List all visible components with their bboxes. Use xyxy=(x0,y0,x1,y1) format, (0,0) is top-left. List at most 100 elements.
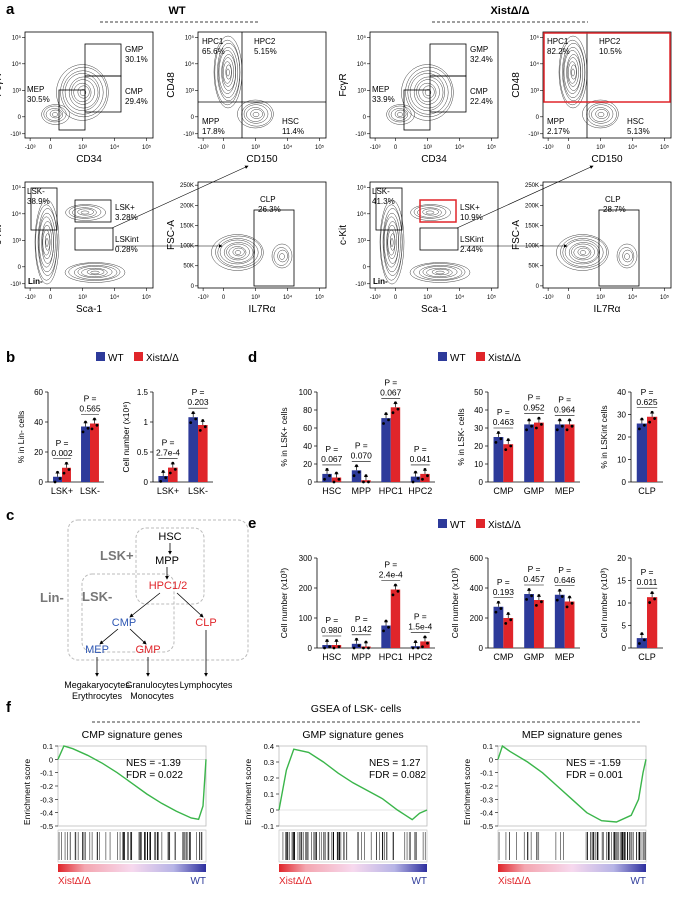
data-point xyxy=(171,461,175,465)
x-tick-label: -10³ xyxy=(198,145,209,151)
y-axis-label: CD48 xyxy=(166,72,177,98)
hpc2-value: 10.5% xyxy=(599,47,622,56)
data-point xyxy=(53,480,57,484)
data-point xyxy=(387,625,390,629)
y-tick-label: -10³ xyxy=(355,132,366,138)
bar-wt xyxy=(554,424,565,482)
x-tick-label: 10³ xyxy=(251,295,260,301)
category-label: GMP xyxy=(524,486,545,496)
contour xyxy=(68,76,99,109)
contour xyxy=(218,50,237,94)
data-point xyxy=(537,594,541,597)
plot-title: GMP signature genes xyxy=(302,729,403,741)
data-point xyxy=(323,477,326,481)
p-value: 0.646 xyxy=(554,575,576,585)
y-tick-label: 0 xyxy=(489,755,493,764)
cmp-value: 22.4% xyxy=(470,97,493,106)
contour xyxy=(383,216,399,268)
enrichment-line xyxy=(497,744,647,823)
data-point xyxy=(391,593,395,597)
contour xyxy=(383,212,401,273)
x-axis-label: IL7Rα xyxy=(594,304,621,315)
contour xyxy=(35,204,58,281)
p-value: 0.203 xyxy=(187,397,209,407)
rank-right-label: WT xyxy=(411,876,427,887)
category-label: CLP xyxy=(638,486,656,496)
y-tick-label: 0 xyxy=(39,478,44,487)
y-tick-label: 10⁵ xyxy=(357,184,367,191)
data-point xyxy=(535,426,538,430)
data-point xyxy=(506,438,510,442)
data-point xyxy=(504,448,508,451)
data-point xyxy=(555,598,559,602)
y-tick-label: 40 xyxy=(617,388,626,397)
contour xyxy=(273,247,290,266)
x-tick-label: -10³ xyxy=(543,145,554,151)
data-point xyxy=(90,427,94,431)
y-tick-label: 200 xyxy=(470,614,484,623)
mep-gate xyxy=(403,89,431,131)
hpc1-value: 65.6% xyxy=(202,47,225,56)
data-point xyxy=(391,411,395,415)
y-tick-label: -0.3 xyxy=(40,795,53,804)
x-tick-label: -10³ xyxy=(370,295,381,301)
data-point xyxy=(198,429,202,432)
rank-left-label: XistΔ/Δ xyxy=(498,876,531,887)
hsc-value: 5.13% xyxy=(627,127,650,136)
data-point xyxy=(494,610,498,614)
out-erythrocytes: Erythrocytes xyxy=(72,691,123,701)
x-axis-label: Sca-1 xyxy=(421,304,448,315)
y-tick-label: -0.1 xyxy=(40,769,53,778)
lsk-minus-value: 38.9% xyxy=(27,197,50,206)
bar-ko xyxy=(503,444,514,482)
data-point xyxy=(497,600,500,604)
data-point xyxy=(650,591,654,595)
data-point xyxy=(394,401,397,405)
contour xyxy=(43,105,67,123)
node-mep: MEP xyxy=(85,644,109,656)
data-point xyxy=(355,637,358,641)
lsk-plus-box xyxy=(135,527,205,605)
p-value: 0.457 xyxy=(523,574,545,584)
contour xyxy=(582,99,619,129)
y-tick-label: 1 xyxy=(144,418,149,427)
category-label: HPC2 xyxy=(408,652,432,662)
y-tick-label: 100 xyxy=(299,614,313,623)
mep-value: 33.9% xyxy=(372,95,395,104)
y-axis-label: Cell number (x10³) xyxy=(599,568,609,639)
contour xyxy=(219,239,255,265)
p-value: 0.193 xyxy=(493,587,515,597)
data-point xyxy=(367,646,370,650)
y-tick-label: 40 xyxy=(34,418,43,427)
x-tick-label: 10³ xyxy=(251,145,260,151)
y-tick-label: 5 xyxy=(622,622,627,631)
y-tick-label: 10⁴ xyxy=(12,211,22,218)
category-label: HPC1 xyxy=(379,486,403,496)
contour xyxy=(579,250,587,255)
y-tick-label: 30 xyxy=(617,411,626,420)
hit-bars xyxy=(497,829,647,863)
mpp-label: MPP xyxy=(202,117,219,126)
contour xyxy=(394,109,407,119)
p-prefix: P = xyxy=(84,394,97,404)
x-axis-label: IL7Rα xyxy=(249,304,276,315)
y-tick-label: 0.3 xyxy=(264,758,274,767)
y-tick-label: 0.4 xyxy=(264,742,274,751)
data-point xyxy=(335,471,338,475)
contour xyxy=(390,108,409,121)
y-axis-label: % in LSK- cells xyxy=(456,408,466,465)
contour xyxy=(77,208,94,216)
contour xyxy=(597,111,605,118)
y-tick-label: 15 xyxy=(617,577,626,586)
contour xyxy=(413,263,466,281)
data-point xyxy=(325,639,329,642)
p-prefix: P = xyxy=(325,444,338,454)
legend-e-wt-label: WT xyxy=(450,520,466,531)
clp-label: CLP xyxy=(605,195,621,204)
y-tick-label: 150K xyxy=(180,223,194,229)
y-tick-label: 20 xyxy=(34,448,43,457)
y-tick-label: 20 xyxy=(303,460,312,469)
lsk-plus-value: 3.28% xyxy=(115,213,138,222)
